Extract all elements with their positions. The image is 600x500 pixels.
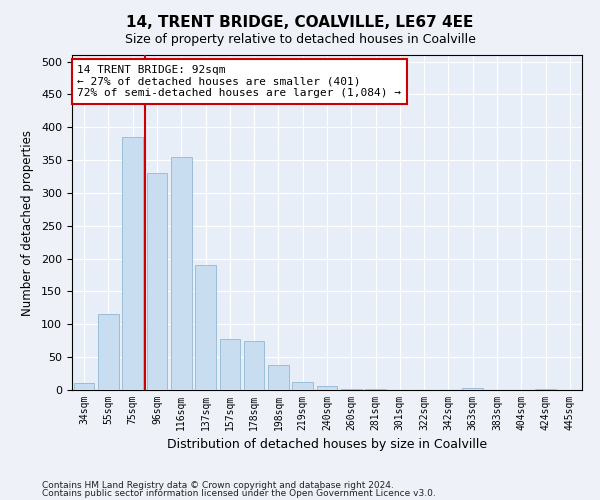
- Text: 14 TRENT BRIDGE: 92sqm
← 27% of detached houses are smaller (401)
72% of semi-de: 14 TRENT BRIDGE: 92sqm ← 27% of detached…: [77, 65, 401, 98]
- Bar: [146, 173, 167, 390]
- Y-axis label: Number of detached properties: Number of detached properties: [21, 130, 34, 316]
- Text: 14, TRENT BRIDGE, COALVILLE, LE67 4EE: 14, TRENT BRIDGE, COALVILLE, LE67 4EE: [127, 15, 473, 30]
- Bar: [195, 265, 216, 390]
- Bar: [171, 157, 191, 390]
- Bar: [268, 365, 289, 390]
- Bar: [244, 340, 265, 390]
- Bar: [98, 314, 119, 390]
- Bar: [365, 388, 386, 390]
- Bar: [535, 388, 556, 390]
- Bar: [341, 388, 362, 390]
- X-axis label: Distribution of detached houses by size in Coalville: Distribution of detached houses by size …: [167, 438, 487, 452]
- Bar: [220, 340, 240, 390]
- Bar: [463, 388, 483, 390]
- Bar: [292, 382, 313, 390]
- Text: Size of property relative to detached houses in Coalville: Size of property relative to detached ho…: [125, 32, 475, 46]
- Bar: [317, 386, 337, 390]
- Text: Contains public sector information licensed under the Open Government Licence v3: Contains public sector information licen…: [42, 489, 436, 498]
- Text: Contains HM Land Registry data © Crown copyright and database right 2024.: Contains HM Land Registry data © Crown c…: [42, 480, 394, 490]
- Bar: [74, 384, 94, 390]
- Bar: [122, 137, 143, 390]
